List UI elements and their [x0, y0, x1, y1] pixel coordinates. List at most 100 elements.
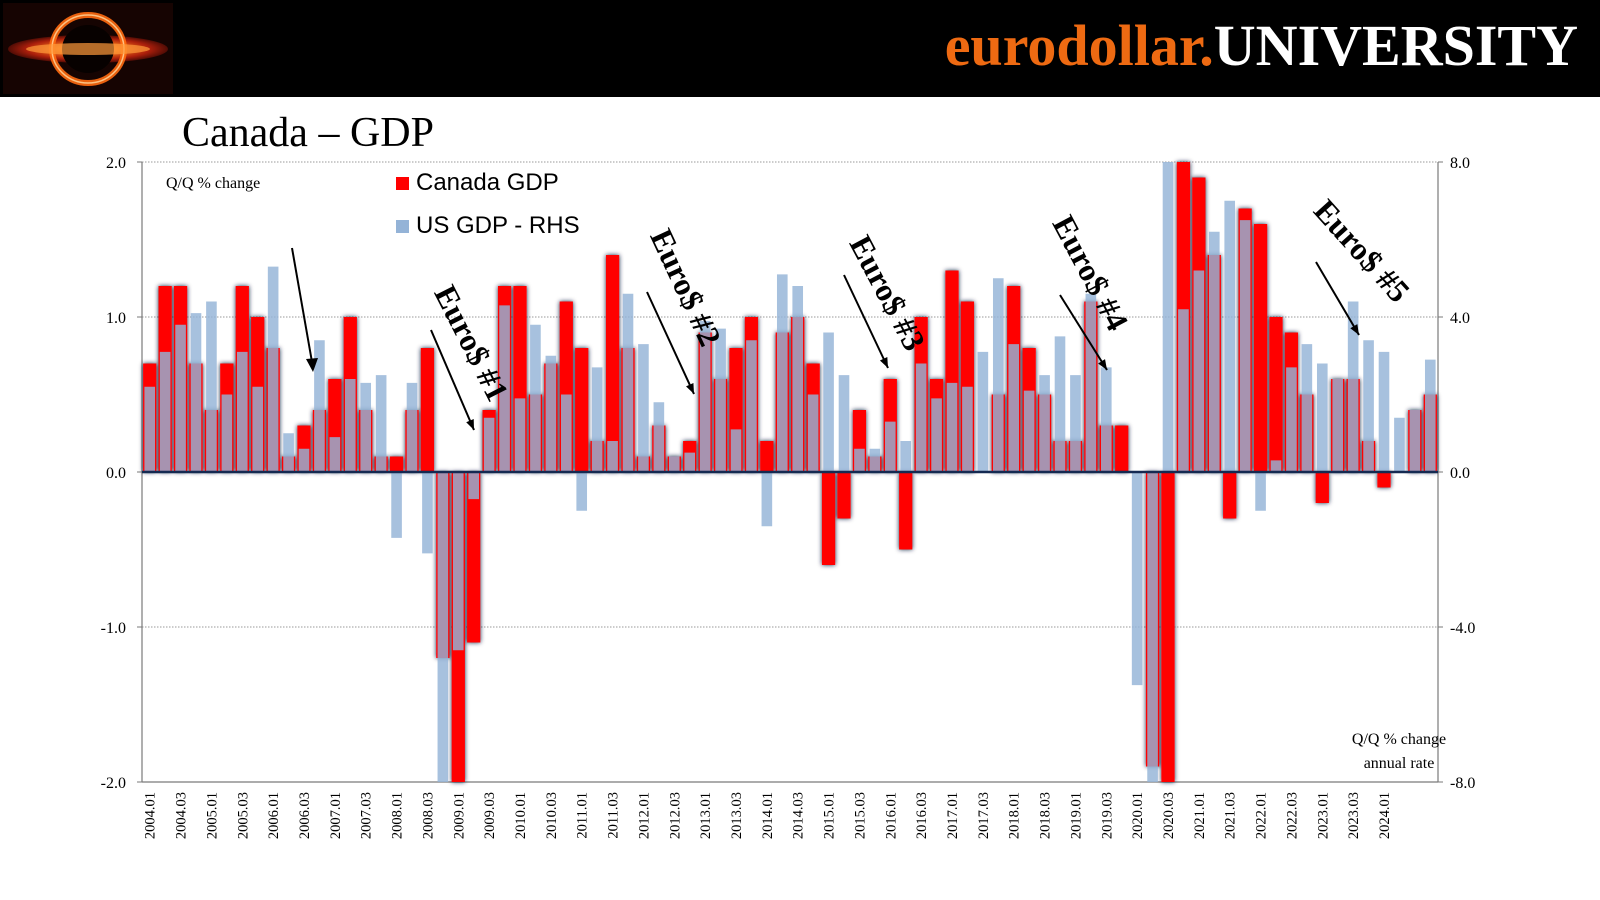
legend-label: US GDP - RHS — [416, 212, 580, 239]
canada-gdp-bar — [420, 348, 435, 472]
canada-gdp-bar — [1223, 472, 1237, 519]
x-tick-label: 2007.03 — [359, 792, 375, 839]
x-tick-label: 2005.01 — [204, 792, 220, 839]
eurodollar-logo-icon — [3, 3, 173, 94]
x-tick-label: 2017.03 — [976, 792, 992, 839]
annotation-arrowhead — [1098, 359, 1107, 370]
us-gdp-bar — [406, 382, 418, 472]
x-tick-label: 2018.01 — [1007, 792, 1023, 839]
x-tick-label: 2009.03 — [482, 792, 498, 839]
us-gdp-bar — [992, 278, 1004, 472]
left-tick-label: 0.0 — [106, 465, 126, 482]
x-tick-label: 2014.03 — [791, 792, 807, 839]
us-gdp-bar — [267, 266, 279, 472]
x-tick-label: 2004.03 — [174, 792, 190, 839]
us-gdp-bar — [206, 301, 217, 472]
us-gdp-bar — [190, 313, 202, 472]
us-gdp-bar — [638, 344, 649, 472]
right-axis-note-line1: Q/Q % change — [1352, 731, 1446, 748]
annotation-arrow — [291, 247, 313, 363]
us-gdp-bar — [807, 394, 819, 472]
us-gdp-bar — [1085, 293, 1097, 472]
us-gdp-bar — [514, 398, 526, 472]
annotation-arrowhead — [879, 357, 888, 368]
us-gdp-bar — [1224, 200, 1236, 472]
canada-gdp-bar — [389, 456, 404, 472]
x-tick-label: 2021.03 — [1223, 792, 1239, 839]
us-gdp-bar — [1023, 390, 1035, 472]
us-gdp-bar — [622, 293, 634, 472]
brand-part-2: UNIVERSITY — [1213, 13, 1578, 78]
us-gdp-bar — [175, 324, 186, 472]
us-gdp-bar — [653, 402, 665, 472]
x-tick-label: 2020.01 — [1130, 792, 1146, 839]
us-gdp-bar — [1070, 375, 1081, 472]
canada-gdp-bar — [760, 441, 774, 472]
us-gdp-bar — [283, 433, 294, 472]
legend-swatch — [396, 220, 409, 233]
x-tick-label: 2024.01 — [1377, 792, 1393, 839]
us-gdp-bar — [746, 340, 757, 472]
us-gdp-bar — [962, 386, 973, 472]
left-tick-label: -1.0 — [101, 620, 126, 637]
us-gdp-bar — [468, 472, 480, 500]
chart-title: Canada – GDP — [182, 110, 434, 156]
us-gdp-bar — [838, 375, 850, 472]
x-tick-label: 2010.01 — [513, 792, 529, 839]
tick-labels: 2.0 1.0 0.0 -1.0 -2.0 8.0 4.0 0.0 -4.0 -8.0 2004.0… — [101, 155, 1476, 839]
right-axis-note-line2: annual rate — [1364, 755, 1435, 772]
us-gdp-bar — [1208, 231, 1220, 472]
annotation-arrowhead — [306, 358, 318, 372]
annotation-arrowhead — [686, 383, 694, 394]
axis-notes: Q/Q % change Q/Q % change annual rate — [166, 175, 1446, 772]
canada-gdp-bar — [467, 472, 481, 643]
x-tick-label: 2010.03 — [544, 792, 560, 839]
us-gdp-bar — [499, 305, 510, 472]
us-gdp-bar — [1332, 379, 1344, 472]
annotation-label: Euro$ #3 — [843, 229, 933, 356]
x-tick-label: 2008.03 — [420, 792, 436, 839]
us-gdp-bar — [915, 363, 927, 472]
us-gdp-bar — [607, 441, 618, 472]
left-tick-label: 1.0 — [106, 310, 126, 327]
x-tick-label: 2007.01 — [328, 792, 344, 839]
us-gdp-bar — [854, 448, 865, 472]
brand-part-1: eurodollar. — [944, 13, 1214, 78]
us-gdp-bar — [298, 448, 310, 472]
us-gdp-bar — [1301, 344, 1313, 472]
us-gdp-bar — [977, 351, 989, 472]
us-gdp-bar — [360, 382, 372, 472]
us-gdp-bar — [1162, 162, 1174, 472]
canada-gdp-bar — [837, 472, 851, 519]
us-gdp-bar — [452, 472, 464, 651]
us-gdp-bar — [1270, 460, 1282, 472]
annotation-arrow — [646, 291, 695, 395]
us-gdp-bar — [668, 456, 680, 472]
us-gdp-bar — [1316, 363, 1328, 472]
x-tick-label: 2015.03 — [852, 792, 868, 839]
x-tick-label: 2023.03 — [1346, 792, 1362, 839]
x-tick-label: 2022.03 — [1284, 792, 1300, 839]
x-tick-label: 2012.01 — [636, 792, 652, 839]
us-gdp-bar — [483, 417, 495, 472]
right-tick-label: 0.0 — [1450, 465, 1470, 482]
us-gdp-bar — [329, 437, 341, 472]
x-tick-label: 2013.01 — [698, 792, 714, 839]
x-tick-label: 2021.01 — [1192, 792, 1208, 839]
right-tick-label: 8.0 — [1450, 155, 1470, 172]
annotation-arrowhead — [466, 419, 474, 430]
x-tick-label: 2009.01 — [451, 792, 467, 839]
annotation-label: Euro$ #5 — [1307, 192, 1417, 309]
header-bar: eurodollar.UNIVERSITY — [0, 0, 1600, 97]
legend: Canada GDP US GDP - RHS — [396, 169, 580, 239]
canada-gdp-bar — [1161, 472, 1175, 782]
us-gdp-bar — [375, 375, 387, 472]
us-gdp-bar — [946, 382, 958, 472]
x-tick-label: 2023.01 — [1315, 792, 1331, 839]
us-gdp-bar — [159, 351, 171, 472]
us-gdp-bar — [144, 386, 156, 472]
x-tick-label: 2022.01 — [1254, 792, 1270, 839]
us-gdp-bar — [1193, 270, 1205, 472]
us-gdp-bar — [1394, 417, 1405, 472]
